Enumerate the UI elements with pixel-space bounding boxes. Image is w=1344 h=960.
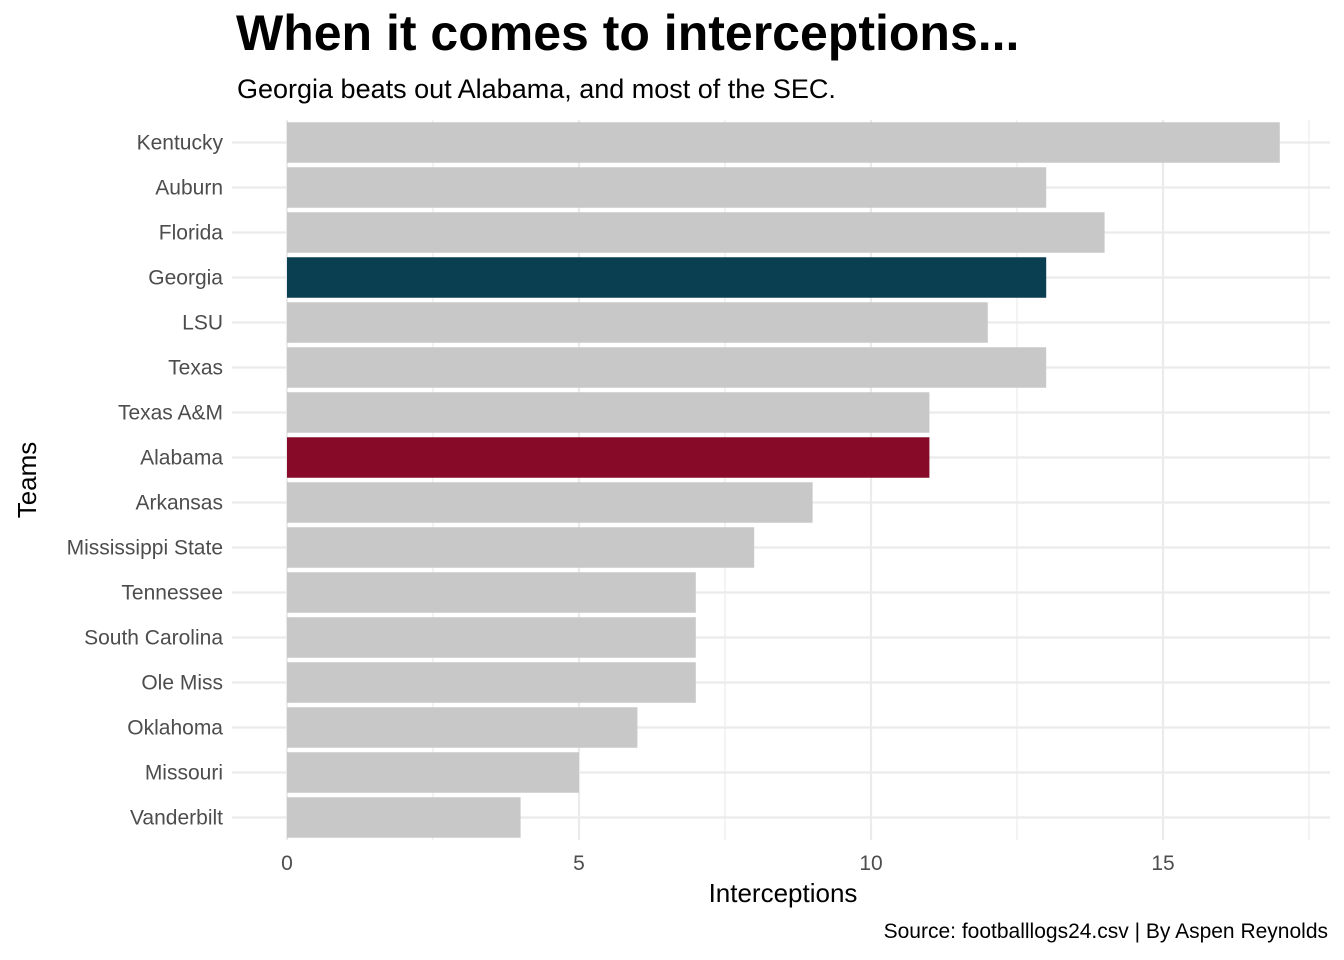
chart-title: When it comes to interceptions...: [236, 5, 1020, 61]
y-tick-label-arkansas: Arkansas: [135, 492, 223, 515]
y-tick-label-texas-a-m: Texas A&M: [118, 402, 223, 425]
x-tick-labels: 0 5 10 15: [281, 852, 1175, 875]
y-tick-label-auburn: Auburn: [155, 177, 223, 200]
y-tick-label-oklahoma: Oklahoma: [127, 717, 223, 740]
x-tick-label: 10: [859, 852, 882, 875]
y-tick-labels: Kentucky Auburn Florida Georgia LSU Texas Texa…: [67, 132, 224, 830]
bar-missouri: [287, 752, 579, 793]
bar-tennessee: [287, 572, 696, 613]
y-tick-label-florida: Florida: [159, 222, 224, 245]
y-tick-label-ole-miss: Ole Miss: [141, 672, 223, 695]
y-tick-label-south-carolina: South Carolina: [84, 627, 223, 650]
y-tick-label-mississippi-state: Mississippi State: [67, 537, 223, 560]
y-tick-label-georgia: Georgia: [148, 267, 223, 290]
bar-south-carolina: [287, 617, 696, 658]
chart-source: Source: footballlogs24.csv | By Aspen Re…: [883, 920, 1328, 943]
y-tick-label-tennessee: Tennessee: [121, 582, 223, 605]
y-tick-label-vanderbilt: Vanderbilt: [130, 807, 223, 830]
x-tick-label: 15: [1151, 852, 1174, 875]
bar-lsu: [287, 302, 988, 343]
bar-georgia: [287, 257, 1047, 298]
y-tick-label-missouri: Missouri: [145, 762, 223, 785]
bar-oklahoma: [287, 707, 638, 748]
bar-arkansas: [287, 482, 813, 523]
x-axis-title: Interceptions: [709, 878, 858, 908]
chart-subtitle: Georgia beats out Alabama, and most of t…: [237, 74, 836, 104]
bar-auburn: [287, 167, 1047, 208]
x-tick-label: 0: [281, 852, 293, 875]
bar-florida: [287, 212, 1105, 253]
bar-kentucky: [287, 122, 1280, 163]
y-axis-title: Teams: [12, 442, 42, 519]
bar-alabama: [287, 437, 930, 478]
bar-vanderbilt: [287, 797, 521, 838]
bar-texas: [287, 347, 1047, 388]
y-tick-label-texas: Texas: [168, 357, 223, 380]
bar-ole-miss: [287, 662, 696, 703]
bar-mississippi-state: [287, 527, 755, 568]
x-tick-label: 5: [573, 852, 585, 875]
y-tick-label-lsu: LSU: [182, 312, 223, 335]
bar-texas-a-m: [287, 392, 930, 433]
y-tick-label-kentucky: Kentucky: [137, 132, 224, 155]
y-tick-label-alabama: Alabama: [140, 447, 223, 470]
bars: [287, 122, 1280, 838]
